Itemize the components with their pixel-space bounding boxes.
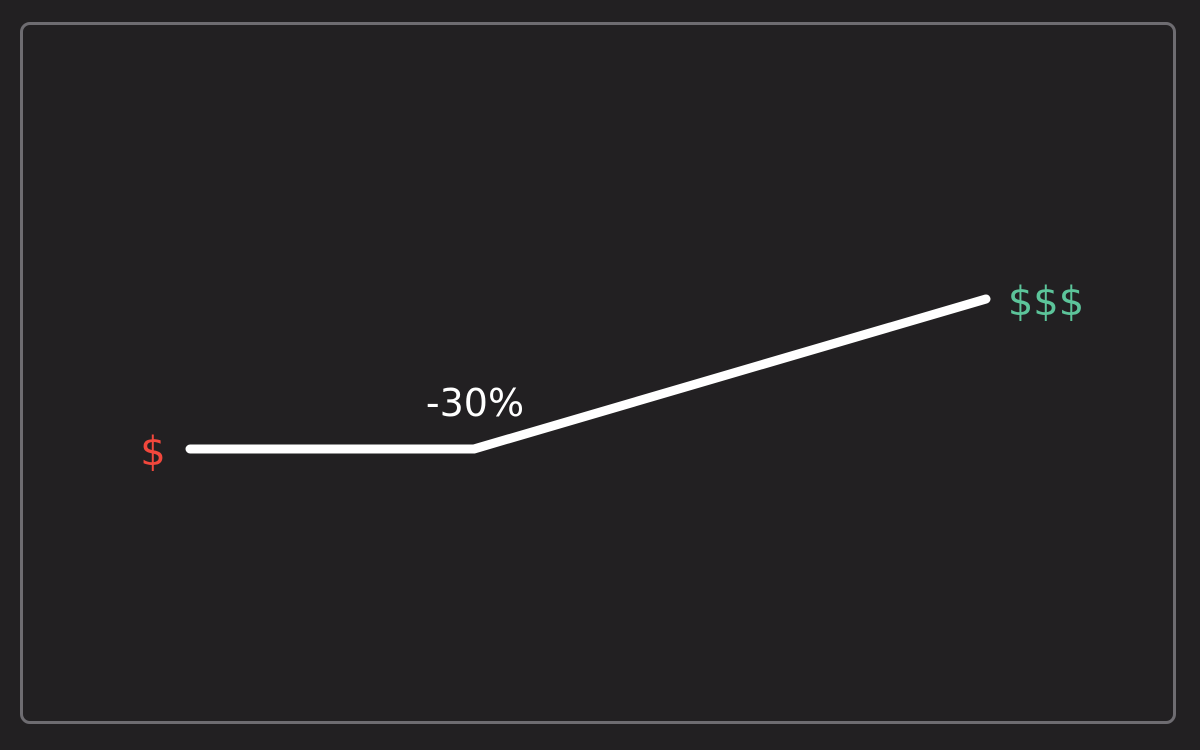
pivot-change-label: -30% bbox=[426, 381, 524, 425]
start-cost-label: $ bbox=[140, 429, 165, 475]
end-cost-label: $$$ bbox=[1008, 279, 1084, 325]
trend-line bbox=[190, 299, 986, 449]
